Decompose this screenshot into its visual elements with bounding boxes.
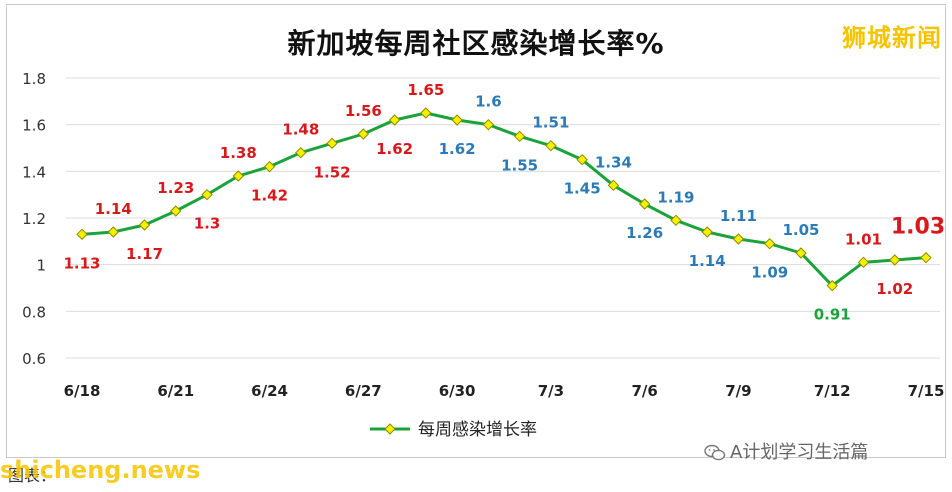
data-point [201, 188, 213, 201]
x-tick-label: 7/12 [814, 382, 851, 400]
data-label: 1.13 [63, 254, 100, 272]
data-label: 1.14 [95, 200, 132, 218]
data-point [107, 226, 119, 238]
data-label: 1.01 [845, 230, 882, 248]
data-point [232, 170, 245, 182]
series-line [81, 111, 927, 288]
x-tick-label: 6/18 [64, 382, 101, 400]
data-label: 1.26 [626, 224, 663, 242]
y-tick-label: 1.6 [22, 117, 46, 135]
x-tick-label: 6/27 [345, 382, 382, 400]
y-tick-label: 1.4 [22, 163, 46, 181]
y-tick-label: 0.6 [22, 350, 46, 368]
legend-label: 每周感染增长率 [418, 420, 537, 440]
chart-frame [6, 4, 946, 458]
data-label: 1.23 [157, 179, 194, 197]
data-label: 1.02 [876, 280, 913, 298]
data-label: 1.62 [439, 140, 476, 158]
data-point [763, 237, 776, 250]
data-label: 1.03 [891, 215, 945, 240]
data-label: 1.11 [720, 207, 757, 225]
x-tick-label: 7/15 [908, 382, 945, 400]
data-point [482, 118, 495, 131]
data-point [670, 214, 682, 227]
x-tick-label: 7/6 [631, 382, 657, 400]
data-label: 1.17 [126, 245, 163, 263]
data-label: 1.65 [407, 81, 444, 99]
data-label: 1.19 [657, 188, 694, 206]
data-label: 1.45 [564, 180, 601, 198]
data-point [732, 233, 745, 245]
y-tick-label: 1.2 [22, 210, 46, 228]
data-point [326, 137, 338, 150]
data-point [607, 179, 620, 192]
data-point [451, 114, 463, 126]
data-point [170, 205, 182, 217]
footer-source: 图表： [8, 466, 57, 485]
wechat-account-name: A计划学习生活篇 [730, 442, 869, 463]
y-tick-label: 0.8 [22, 303, 46, 321]
data-label: 0.91 [814, 306, 851, 324]
legend-marker [384, 423, 396, 435]
data-label: 1.09 [751, 264, 788, 282]
data-point [889, 254, 901, 266]
data-point [295, 146, 307, 159]
data-label: 1.48 [282, 121, 319, 139]
wechat-icon [704, 444, 726, 462]
y-tick-label: 1 [36, 257, 46, 275]
site-watermark: shicheng.news [0, 456, 201, 484]
chart-title: 新加坡每周社区感染增长率% [287, 27, 665, 60]
data-point [420, 107, 432, 119]
data-point [76, 228, 88, 241]
data-point [263, 160, 276, 173]
data-point [826, 279, 838, 292]
x-tick-label: 6/21 [157, 382, 194, 400]
x-tick-label: 7/3 [538, 382, 564, 400]
data-point [138, 219, 151, 231]
y-tick-label: 1.8 [22, 70, 46, 88]
data-label: 1.52 [314, 163, 351, 181]
data-label: 1.51 [532, 114, 569, 132]
data-point [545, 139, 557, 152]
data-point [920, 251, 932, 264]
data-point [638, 198, 651, 210]
data-point [857, 256, 870, 269]
data-point [576, 153, 588, 166]
wechat-account: A计划学习生活篇 [704, 438, 868, 464]
data-point [388, 114, 401, 126]
data-label: 1.14 [689, 252, 726, 270]
x-tick-label: 6/24 [251, 382, 288, 400]
data-label: 1.38 [220, 144, 257, 162]
data-point [357, 128, 370, 140]
data-label: 1.42 [251, 187, 288, 205]
data-label: 1.55 [501, 156, 538, 174]
data-label: 1.56 [345, 102, 382, 120]
data-label: 1.05 [782, 221, 819, 239]
data-point [795, 247, 807, 259]
data-label: 1.62 [376, 140, 413, 158]
data-point [701, 226, 713, 238]
data-label: 1.3 [194, 215, 221, 233]
data-label: 1.6 [475, 93, 502, 111]
data-point [513, 130, 526, 143]
x-tick-label: 6/30 [439, 382, 476, 400]
x-tick-label: 7/9 [725, 382, 751, 400]
brand-watermark: 狮城新闻 [842, 24, 942, 52]
data-label: 1.34 [595, 153, 632, 171]
